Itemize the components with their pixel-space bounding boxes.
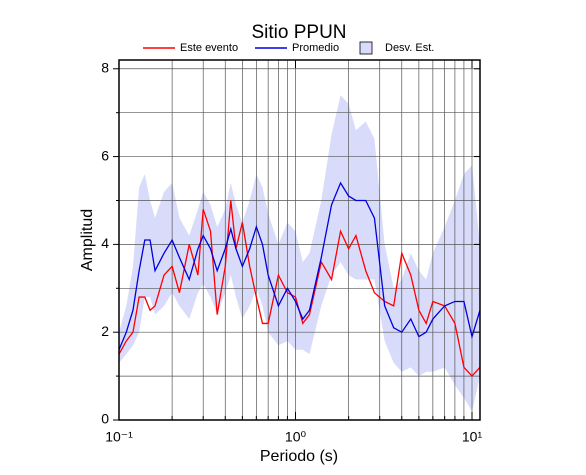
y-tick-label: 8 — [101, 59, 109, 75]
legend-swatch — [359, 41, 373, 55]
x-axis-label: Periodo (s) — [260, 448, 338, 465]
plot-frame — [118, 59, 481, 421]
x-tick-label: 10⁰ — [285, 429, 307, 445]
y-tick-label: 4 — [101, 235, 109, 251]
chart-title: Sitio PPUN — [251, 22, 346, 43]
legend-label: Promedio — [292, 42, 339, 54]
line-series — [118, 181, 481, 351]
y-tick-label: 2 — [101, 323, 109, 339]
x-tick-label: 10⁻¹ — [105, 429, 133, 445]
y-tick-label: 6 — [101, 147, 109, 163]
legend-label: Este evento — [180, 42, 238, 54]
std-band — [119, 95, 480, 412]
legend-label: Desv. Est. — [385, 42, 434, 54]
y-tick-label: 0 — [101, 411, 109, 427]
line-series — [118, 200, 481, 378]
y-axis-label: Amplitud — [79, 209, 96, 271]
x-tick-label: 10¹ — [462, 429, 483, 445]
